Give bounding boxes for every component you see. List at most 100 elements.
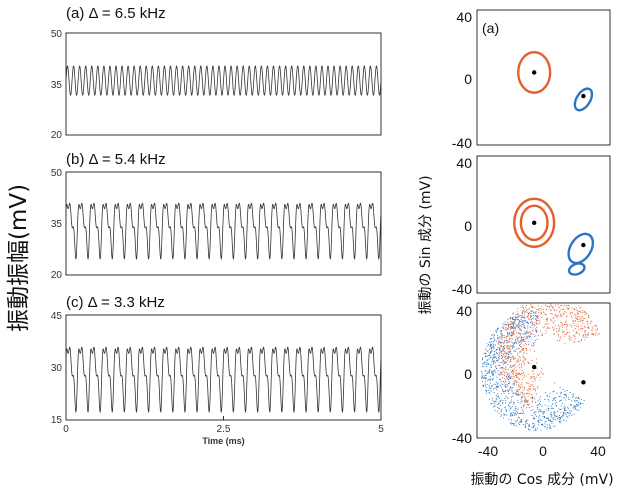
orange-point: [512, 312, 514, 314]
blue-point: [500, 374, 502, 376]
blue-point: [510, 335, 512, 337]
orange-point: [521, 383, 523, 385]
blue-point: [563, 413, 565, 415]
blue-point: [523, 323, 525, 325]
blue-point: [487, 355, 489, 357]
orange-point: [508, 337, 510, 339]
blue-point: [486, 345, 488, 348]
orange-point: [511, 368, 513, 370]
orange-point: [517, 373, 519, 375]
orange-point: [534, 328, 536, 330]
orange-point: [582, 311, 584, 313]
orange-point: [501, 373, 504, 375]
orange-point: [558, 312, 560, 314]
orange-point: [507, 325, 509, 328]
blue-point: [499, 349, 502, 351]
orange-point: [509, 349, 512, 351]
orange-point: [527, 313, 529, 315]
orange-point: [521, 339, 523, 341]
orange-point: [564, 343, 566, 345]
blue-point: [504, 361, 506, 363]
orange-point: [555, 315, 557, 317]
orange-point: [526, 389, 528, 391]
blue-point: [504, 398, 506, 400]
orange-point: [520, 324, 522, 326]
orange-point: [576, 318, 578, 321]
orange-point: [530, 305, 532, 307]
phase-panel-2: 40 0 -40: [452, 155, 611, 297]
blue-point: [493, 405, 495, 407]
orange-point: [527, 317, 529, 320]
blue-point: [504, 384, 506, 386]
orange-point: [532, 345, 534, 347]
orange-point: [512, 313, 514, 315]
blue-point: [507, 389, 509, 391]
orange-point: [553, 322, 555, 324]
blue-point: [538, 403, 540, 405]
blue-point: [507, 379, 509, 381]
blue-point: [486, 359, 488, 361]
blue-point: [551, 415, 553, 417]
orange-point: [558, 340, 561, 342]
orange-point: [505, 354, 507, 356]
blue-point: [504, 339, 506, 342]
blue-point: [517, 340, 519, 342]
orange-point: [573, 341, 575, 343]
blue-point: [532, 310, 534, 312]
panel-c-xlabel: Time (ms): [202, 436, 244, 446]
blue-point: [517, 423, 520, 425]
blue-point: [516, 316, 518, 318]
orange-point: [534, 377, 536, 380]
blue-point: [551, 413, 553, 415]
orange-point: [583, 318, 585, 320]
blue-point: [509, 377, 512, 380]
blue-point: [519, 322, 521, 324]
blue-point: [525, 332, 527, 334]
orange-point: [518, 378, 521, 380]
orange-point: [520, 341, 522, 343]
blue-point: [509, 386, 511, 388]
blue-point: [521, 320, 523, 322]
blue-point: [521, 314, 523, 316]
orange-point: [518, 348, 520, 350]
blue-point: [506, 384, 508, 386]
orange-point: [531, 405, 533, 407]
blue-point: [489, 375, 491, 378]
orange-point: [531, 309, 533, 311]
blue-point: [491, 399, 493, 401]
blue-point: [499, 400, 501, 402]
orange-point: [588, 316, 590, 318]
blue-point: [511, 338, 513, 340]
orange-point: [574, 320, 576, 322]
blue-point: [493, 406, 495, 408]
orange-point: [501, 337, 504, 339]
blue-point: [535, 429, 537, 431]
blue-point: [482, 385, 485, 387]
orange-point: [582, 336, 584, 338]
orange-point: [543, 312, 545, 314]
blue-point: [526, 336, 528, 338]
orange-point: [505, 361, 507, 363]
blue-point: [536, 323, 538, 325]
orange-point: [555, 304, 557, 306]
blue-point: [493, 371, 495, 373]
orange-point: [509, 364, 512, 366]
orange-point: [554, 320, 556, 322]
blue-point: [494, 344, 497, 346]
blue-point: [509, 357, 511, 359]
blue-point: [546, 428, 548, 430]
blue-point: [564, 394, 566, 396]
blue-point: [507, 356, 509, 358]
orange-point: [519, 387, 521, 389]
orange-point: [544, 323, 546, 325]
orange-point: [522, 353, 524, 355]
orange-point: [590, 329, 592, 331]
blue-point: [552, 418, 554, 421]
orange-point: [511, 355, 513, 357]
orange-point: [584, 336, 586, 338]
blue-point: [486, 350, 488, 352]
blue-point: [550, 427, 552, 429]
orange-point: [519, 340, 521, 342]
blue-point: [523, 412, 525, 414]
blue-point: [564, 390, 566, 392]
